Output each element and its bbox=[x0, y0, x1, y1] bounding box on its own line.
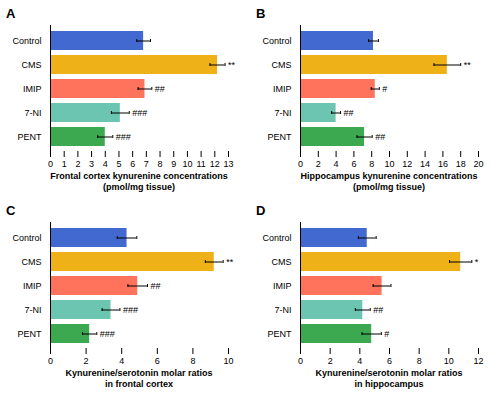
svg-text:##: ## bbox=[344, 108, 354, 118]
svg-text:12: 12 bbox=[210, 159, 220, 169]
svg-text:0: 0 bbox=[48, 159, 53, 169]
html-text:D: D bbox=[256, 203, 266, 218]
svg-text:IMIP: IMIP bbox=[273, 84, 292, 94]
svg-text:CMS: CMS bbox=[22, 257, 42, 267]
svg-text:10: 10 bbox=[444, 356, 454, 366]
svg-text:CMS: CMS bbox=[272, 60, 292, 70]
svg-text:12: 12 bbox=[473, 356, 483, 366]
svg-text:0: 0 bbox=[48, 356, 53, 366]
svg-text:8: 8 bbox=[158, 159, 163, 169]
svg-text:6: 6 bbox=[351, 159, 356, 169]
svg-text:7-NI: 7-NI bbox=[24, 305, 41, 315]
svg-text:IMIP: IMIP bbox=[23, 84, 42, 94]
svg-text:7: 7 bbox=[144, 159, 149, 169]
svg-text:###: ### bbox=[116, 132, 131, 142]
svg-text:10: 10 bbox=[384, 159, 394, 169]
svg-text:4: 4 bbox=[103, 159, 108, 169]
svg-text:11: 11 bbox=[196, 159, 205, 169]
svg-text:8: 8 bbox=[369, 159, 374, 169]
svg-text:PENT: PENT bbox=[267, 329, 292, 339]
svg-text:*: * bbox=[475, 257, 479, 267]
svg-text:2: 2 bbox=[75, 159, 80, 169]
svg-text:10: 10 bbox=[223, 356, 233, 366]
svg-text:7-NI: 7-NI bbox=[274, 108, 291, 118]
svg-text:0: 0 bbox=[298, 356, 303, 366]
svg-text:8: 8 bbox=[417, 356, 422, 366]
svg-text:1: 1 bbox=[62, 159, 67, 169]
svg-text:IMIP: IMIP bbox=[273, 281, 292, 291]
svg-text:**: ** bbox=[228, 60, 236, 70]
svg-text:13: 13 bbox=[223, 159, 233, 169]
svg-text:12: 12 bbox=[402, 159, 412, 169]
svg-text:PENT: PENT bbox=[267, 132, 292, 142]
svg-text:6: 6 bbox=[130, 159, 135, 169]
svg-text:4: 4 bbox=[357, 356, 362, 366]
svg-text:Control: Control bbox=[262, 233, 291, 243]
svg-text:7-NI: 7-NI bbox=[274, 305, 291, 315]
svg-text:4: 4 bbox=[119, 356, 124, 366]
svg-text:Control: Control bbox=[12, 233, 41, 243]
svg-text:PENT: PENT bbox=[17, 329, 42, 339]
svg-text:8: 8 bbox=[190, 356, 195, 366]
svg-text:2: 2 bbox=[84, 356, 89, 366]
svg-text:#: # bbox=[384, 329, 389, 339]
html-text:C: C bbox=[6, 203, 16, 218]
html-text:A: A bbox=[6, 6, 16, 21]
svg-text:#: # bbox=[382, 84, 387, 94]
html-text:B: B bbox=[256, 6, 266, 21]
svg-text:4: 4 bbox=[334, 159, 339, 169]
svg-text:CMS: CMS bbox=[22, 60, 42, 70]
svg-text:Control: Control bbox=[12, 36, 41, 46]
svg-text:###: ### bbox=[123, 305, 138, 315]
svg-text:10: 10 bbox=[182, 159, 192, 169]
svg-text:2: 2 bbox=[328, 356, 333, 366]
html-text:Kynurenine/serotonin molar rat: Kynurenine/serotonin molar ratios in hip… bbox=[315, 368, 463, 389]
svg-text:###: ### bbox=[100, 329, 115, 339]
svg-text:Control: Control bbox=[262, 36, 291, 46]
svg-text:6: 6 bbox=[387, 356, 392, 366]
svg-text:##: ## bbox=[373, 305, 383, 315]
svg-text:5: 5 bbox=[116, 159, 121, 169]
svg-text:2: 2 bbox=[316, 159, 321, 169]
svg-text:0: 0 bbox=[298, 159, 303, 169]
svg-text:3: 3 bbox=[89, 159, 94, 169]
html-text:Kynurenine/serotonin molar rat: Kynurenine/serotonin molar ratios in fro… bbox=[65, 368, 213, 389]
html-text:Frontal cortex kynurenine conc: Frontal cortex kynurenine concentrations… bbox=[50, 171, 228, 192]
svg-text:6: 6 bbox=[155, 356, 160, 366]
svg-text:7-NI: 7-NI bbox=[24, 108, 41, 118]
svg-text:###: ### bbox=[132, 108, 147, 118]
svg-text:9: 9 bbox=[171, 159, 176, 169]
svg-text:##: ## bbox=[155, 84, 165, 94]
svg-text:IMIP: IMIP bbox=[23, 281, 42, 291]
svg-text:20: 20 bbox=[473, 159, 483, 169]
svg-text:**: ** bbox=[226, 257, 234, 267]
svg-text:14: 14 bbox=[420, 159, 430, 169]
svg-text:**: ** bbox=[464, 60, 472, 70]
svg-text:##: ## bbox=[375, 132, 385, 142]
svg-text:PENT: PENT bbox=[17, 132, 42, 142]
svg-text:16: 16 bbox=[438, 159, 448, 169]
svg-text:18: 18 bbox=[456, 159, 466, 169]
svg-text:##: ## bbox=[151, 281, 161, 291]
svg-text:CMS: CMS bbox=[272, 257, 292, 267]
html-text:Hippocampus kynurenine concent: Hippocampus kynurenine concentrations (p… bbox=[300, 171, 478, 192]
